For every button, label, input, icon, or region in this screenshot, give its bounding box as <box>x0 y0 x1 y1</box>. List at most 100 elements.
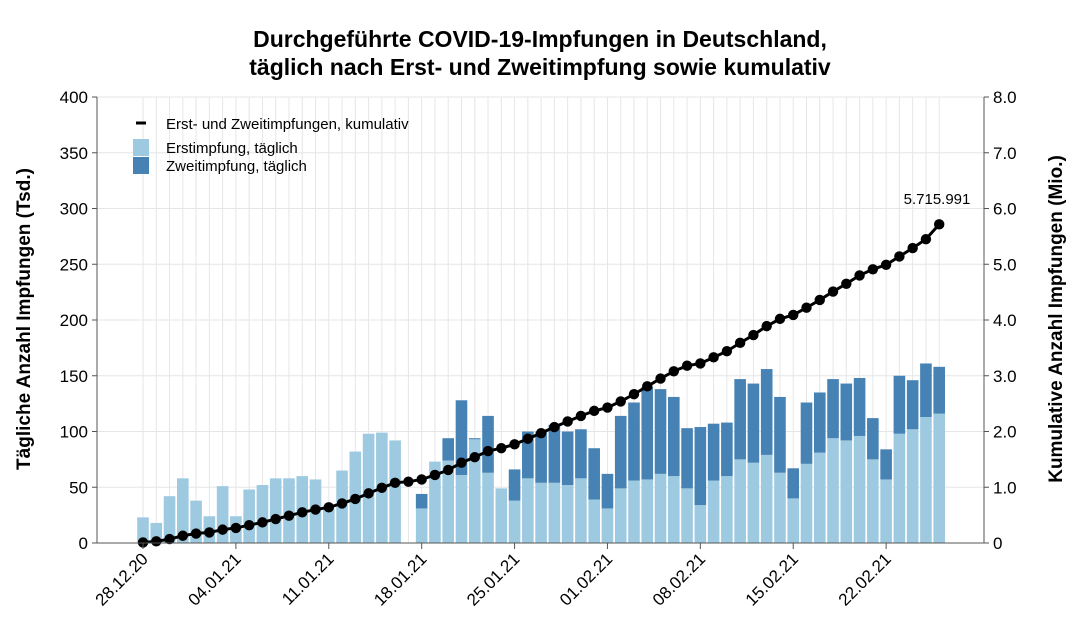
cumulative-point <box>323 502 334 513</box>
cumulative-point <box>880 259 892 271</box>
cumulative-point <box>443 464 454 476</box>
legend-zweitimpfung-swatch <box>133 157 149 174</box>
cumulative-point <box>575 410 587 422</box>
cumulative-point <box>204 527 215 538</box>
cumulative-point <box>734 337 746 349</box>
bar-erstimpfung <box>614 488 627 543</box>
bar-erstimpfung <box>694 505 707 543</box>
y-tick-label: 400 <box>60 88 88 107</box>
cumulative-point <box>814 294 825 306</box>
cumulative-line-layer <box>137 219 945 548</box>
bar-erstimpfung <box>628 480 640 543</box>
chart-subtitle: täglich nach Erst- und Zweitimpfung sowi… <box>249 54 831 80</box>
cumulative-point <box>867 264 879 275</box>
bar-zweitimpfung <box>628 402 640 481</box>
cumulative-point <box>283 510 295 521</box>
bar-erstimpfung <box>840 440 853 543</box>
y-tick-label: 100 <box>60 423 88 442</box>
bar-zweitimpfung <box>588 448 600 500</box>
y-tick-label: 350 <box>60 144 88 163</box>
y-tick-label: 300 <box>60 200 88 219</box>
cumulative-point <box>628 388 640 400</box>
cumulative-point <box>164 533 175 545</box>
cumulative-point <box>217 524 228 535</box>
bar-erstimpfung <box>190 500 202 543</box>
bar-erstimpfung <box>588 499 600 543</box>
bar-zweitimpfung <box>482 415 494 473</box>
bar-erstimpfung <box>137 517 149 543</box>
bar-zweitimpfung <box>548 424 561 483</box>
x-tick-label: 04.01.21 <box>184 549 244 609</box>
bar-erstimpfung <box>813 452 826 543</box>
cumulative-point <box>562 416 573 427</box>
cumulative-point <box>588 405 600 417</box>
bar-erstimpfung <box>256 485 269 543</box>
bar-erstimpfung <box>442 460 455 543</box>
bar-zweitimpfung <box>508 469 521 501</box>
x-tick-label: 11.01.21 <box>278 549 337 608</box>
bar-erstimpfung <box>654 473 667 543</box>
y2-tick-label: 3.0 <box>993 367 1017 386</box>
cumulative-point <box>297 507 308 518</box>
bar-zweitimpfung <box>827 379 839 439</box>
y2-tick-label: 0 <box>993 534 1002 553</box>
cumulative-point <box>230 522 242 534</box>
bar-zweitimpfung <box>455 400 468 475</box>
bar-erstimpfung <box>548 482 561 543</box>
cumulative-point <box>549 421 560 433</box>
bar-erstimpfung <box>721 476 733 543</box>
bar-erstimpfung <box>933 413 945 543</box>
cumulative-point <box>482 445 494 457</box>
bar-erstimpfung <box>163 496 176 543</box>
cumulative-point <box>761 320 772 332</box>
cumulative-point <box>934 219 945 230</box>
bar-zweitimpfung <box>853 377 866 436</box>
legend-label-cumulative: Erst- und Zweitimpfungen, kumulativ <box>166 116 409 133</box>
bar-zweitimpfung <box>654 389 667 474</box>
bar-erstimpfung <box>867 459 879 543</box>
x-tick-label: 25.01.21 <box>463 549 523 609</box>
cumulative-point <box>243 519 255 531</box>
cumulative-point <box>469 451 480 463</box>
cumulative-point <box>721 346 733 357</box>
bar-zweitimpfung <box>681 428 693 489</box>
cumulative-point <box>642 381 653 392</box>
cumulative-point <box>350 493 361 505</box>
y-tick-label: 50 <box>69 478 88 497</box>
cumulative-point <box>522 433 534 444</box>
x-tick-label: 28.12.20 <box>92 549 152 609</box>
bar-zweitimpfung <box>442 438 455 461</box>
cumulative-point <box>257 517 268 528</box>
bar-erstimpfung <box>177 478 189 543</box>
cumulative-point <box>376 482 388 494</box>
legend-label-erstimpfung: Erstimpfung, täglich <box>166 140 298 157</box>
bar-zweitimpfung <box>734 379 746 460</box>
x-tick-label: 15.02.21 <box>742 549 802 609</box>
cumulative-point <box>137 537 149 548</box>
bar-zweitimpfung <box>415 493 428 509</box>
legend: Erst- und Zweitimpfungen, kumulativ Erst… <box>133 116 409 175</box>
cumulative-point <box>363 488 374 499</box>
cumulative-point <box>708 352 719 363</box>
bar-zweitimpfung <box>800 402 813 464</box>
bar-erstimpfung <box>827 438 839 543</box>
bar-erstimpfung <box>429 461 441 543</box>
x-tick-label: 22.02.21 <box>835 549 895 609</box>
chart-title: Durchgeführte COVID-19-Impfungen in Deut… <box>253 26 827 52</box>
bar-zweitimpfung <box>694 427 707 506</box>
x-tick-label: 08.02.21 <box>649 549 709 609</box>
cumulative-point <box>788 309 799 321</box>
bar-erstimpfung <box>508 500 521 543</box>
bar-erstimpfung <box>495 488 508 543</box>
bar-erstimpfung <box>880 479 892 543</box>
y2-tick-label: 5.0 <box>993 255 1017 274</box>
cumulative-point <box>695 358 706 369</box>
bar-zweitimpfung <box>787 468 800 499</box>
bar-erstimpfung <box>455 474 468 543</box>
cumulative-point <box>774 313 786 325</box>
bar-erstimpfung <box>468 439 481 543</box>
bar-erstimpfung <box>893 433 906 543</box>
y2-tick-label: 8.0 <box>993 88 1017 107</box>
bar-zweitimpfung <box>721 422 733 477</box>
